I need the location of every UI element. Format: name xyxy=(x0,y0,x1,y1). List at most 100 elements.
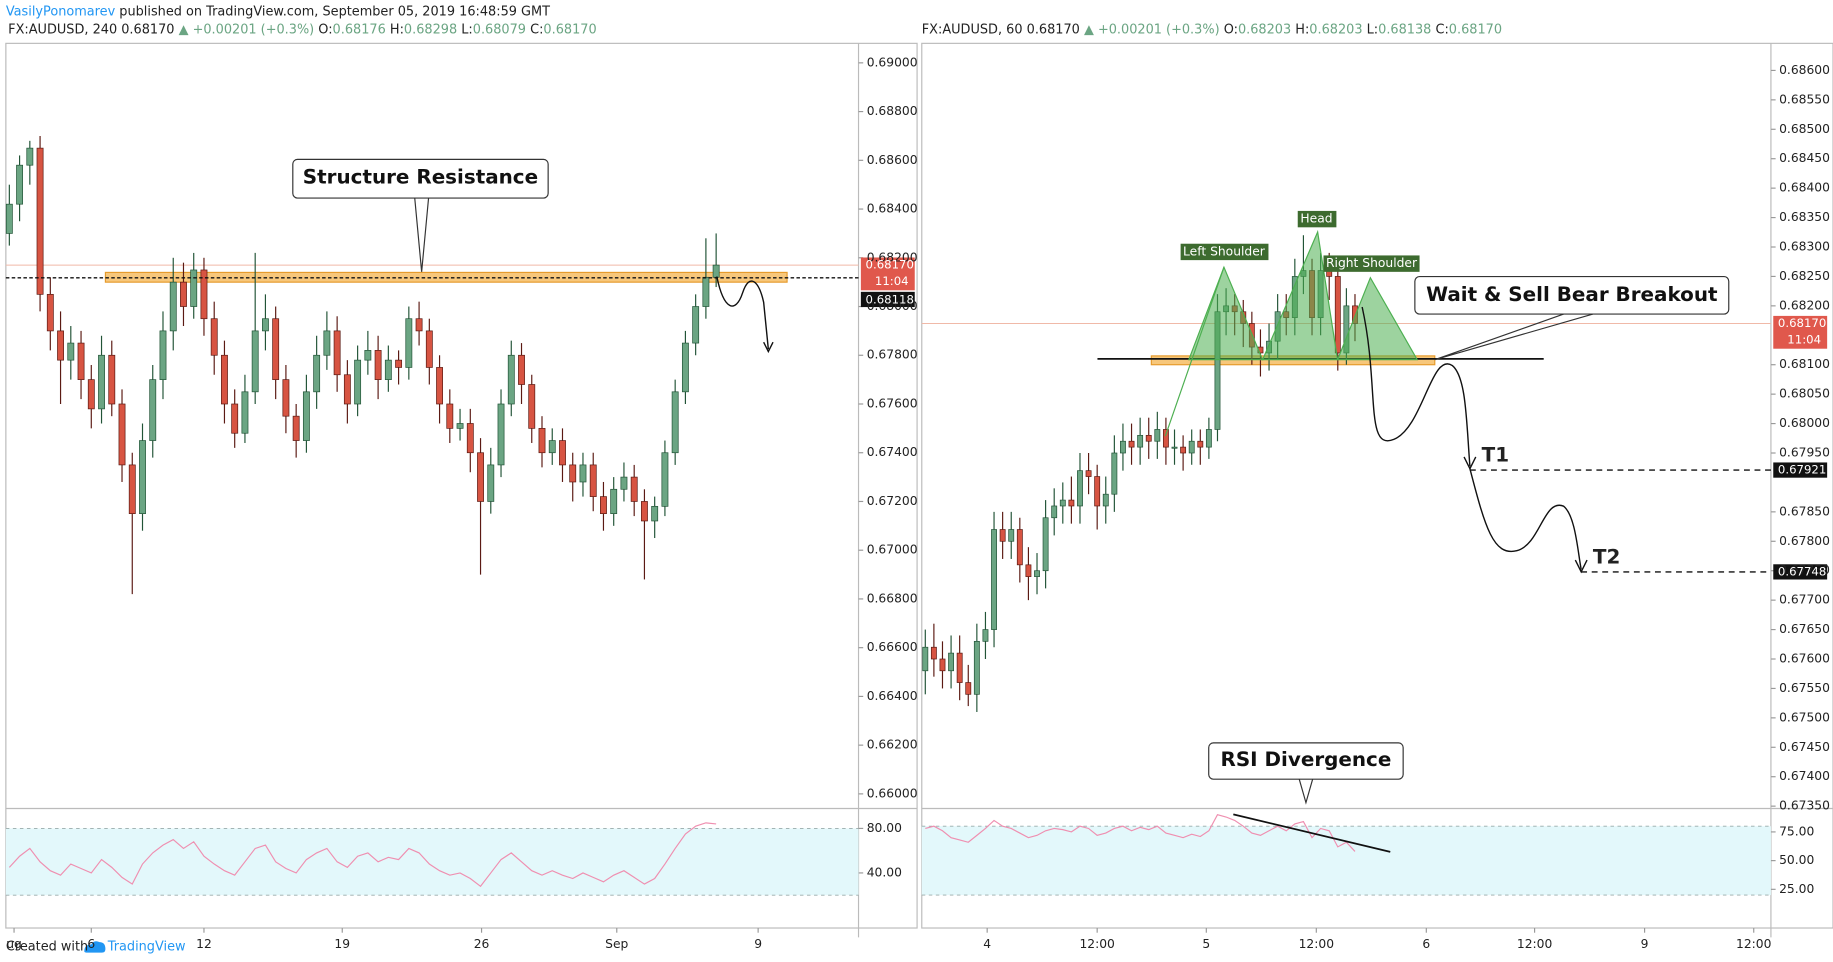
candle-body xyxy=(1128,440,1135,448)
candle-body xyxy=(98,354,105,410)
countdown: 11:04 xyxy=(875,274,909,288)
y-tick-label: 0.68200 xyxy=(1779,298,1830,312)
candle-body xyxy=(446,403,454,429)
candle-body xyxy=(1042,517,1049,572)
candle-body xyxy=(671,391,679,454)
author[interactable]: VasilyPonomarev xyxy=(6,4,116,19)
price-tag xyxy=(1773,315,1828,349)
y-tick-label: 0.68800 xyxy=(867,104,918,118)
legend-symbol: FX:AUDUSD, 240 xyxy=(8,22,117,37)
legend-value: 0.68298 xyxy=(404,22,457,37)
candle-body xyxy=(518,354,525,385)
marks-layer xyxy=(5,62,1828,933)
candle-body xyxy=(415,318,423,332)
candle-body xyxy=(948,652,955,672)
y-tick-label: 0.67800 xyxy=(1779,534,1830,548)
pattern-label: Right Shoulder xyxy=(1326,256,1418,270)
candle-body xyxy=(323,330,331,356)
candle-body xyxy=(1051,505,1058,519)
candle-body xyxy=(548,440,556,454)
y-tick-label: 0.67750 xyxy=(1779,563,1830,577)
y-tick-label: 0.67600 xyxy=(867,396,918,410)
candle-body xyxy=(600,496,607,515)
candle-body xyxy=(1188,440,1195,454)
right-frame xyxy=(921,42,1833,929)
x-tick-label: 6 xyxy=(1422,937,1430,951)
candle-body xyxy=(559,440,566,466)
candle-body xyxy=(231,403,239,434)
candle-body xyxy=(1085,470,1092,477)
candle-body xyxy=(5,203,13,234)
x-tick-label: 4 xyxy=(983,937,991,951)
y-tick-label: 50.00 xyxy=(1779,853,1814,867)
callout-box xyxy=(1208,742,1404,780)
footer-brand[interactable]: TradingView xyxy=(107,939,186,954)
legend: FX:AUDUSD, 60 0.68170 ▲ +0.00201 (+0.3%)… xyxy=(922,22,1502,37)
candle-body xyxy=(149,379,157,441)
candle-body xyxy=(405,318,413,368)
y-tick-label: 0.66000 xyxy=(867,786,918,800)
candle-body xyxy=(262,318,269,332)
price-tag xyxy=(860,257,915,291)
x-tick-label: 6 xyxy=(87,937,95,951)
candle-body xyxy=(973,640,980,695)
y-tick-label: 80.00 xyxy=(867,821,902,835)
x-tick-label: 12:00 xyxy=(1736,937,1771,951)
rsi-band xyxy=(5,828,859,896)
candle-body xyxy=(1111,452,1118,495)
candle-body xyxy=(169,281,177,332)
legend-key: C: xyxy=(1435,22,1448,37)
candle-body xyxy=(922,646,929,672)
x-tick-label: 12 xyxy=(196,937,212,951)
candle-body xyxy=(620,476,628,490)
candle-body xyxy=(956,652,963,683)
callout-pointer xyxy=(1298,777,1314,805)
y-tick-label: 0.69000 xyxy=(867,55,918,69)
price-tag-label: 0.68170 xyxy=(1778,316,1826,330)
x-tick-label: 5 xyxy=(1202,937,1210,951)
candle-body xyxy=(965,682,972,695)
target-name: T1 xyxy=(1482,444,1509,467)
y-tick-label: 0.68200 xyxy=(867,250,918,264)
y-tick-label: 0.67450 xyxy=(1779,740,1830,754)
legend-change: ▲ +0.00201 (+0.3%) xyxy=(179,22,315,37)
candle-body xyxy=(1145,434,1152,442)
candle-body xyxy=(1077,470,1083,507)
rsi-line xyxy=(925,814,1356,852)
right-shoulder-shape xyxy=(1336,276,1419,361)
candle-body xyxy=(991,529,997,630)
header-text: published on TradingView.com, September … xyxy=(119,4,550,19)
candle-body xyxy=(497,403,505,466)
candle-body xyxy=(436,367,443,405)
candle-body xyxy=(1008,529,1015,542)
legend-key: L: xyxy=(1367,22,1379,37)
candle-body xyxy=(1197,440,1204,448)
candle-body xyxy=(538,428,546,454)
candle-body xyxy=(1068,499,1075,507)
pattern-label: Left Shoulder xyxy=(1183,244,1266,258)
legend-last: 0.68170 xyxy=(1027,22,1080,37)
x-tick-label: 19 xyxy=(334,937,350,951)
countdown: 11:04 xyxy=(1787,332,1821,346)
candle-body xyxy=(661,452,669,507)
candle-body xyxy=(57,330,64,361)
rsi-band xyxy=(921,826,1771,896)
x-tick-label: 12:00 xyxy=(1079,937,1114,951)
candle-body xyxy=(221,354,228,405)
candle-body xyxy=(1334,276,1341,354)
x-tick-label: Sep xyxy=(605,937,628,951)
candle-body xyxy=(630,476,638,502)
candle-body xyxy=(180,281,187,307)
legend-change: ▲ +0.00201 (+0.3%) xyxy=(1084,22,1220,37)
y-tick-label: 0.68250 xyxy=(1779,269,1830,283)
legend-key: C: xyxy=(530,22,543,37)
candle-body xyxy=(272,318,280,380)
candle-body xyxy=(384,359,392,380)
candle-body xyxy=(139,440,146,515)
price-tag-label: 0.68170 xyxy=(866,258,914,272)
price-tag xyxy=(860,291,915,308)
label-bg xyxy=(1297,210,1337,228)
callout-pointer xyxy=(1434,313,1594,361)
candle-body xyxy=(282,379,290,417)
candle-body xyxy=(1205,429,1212,448)
